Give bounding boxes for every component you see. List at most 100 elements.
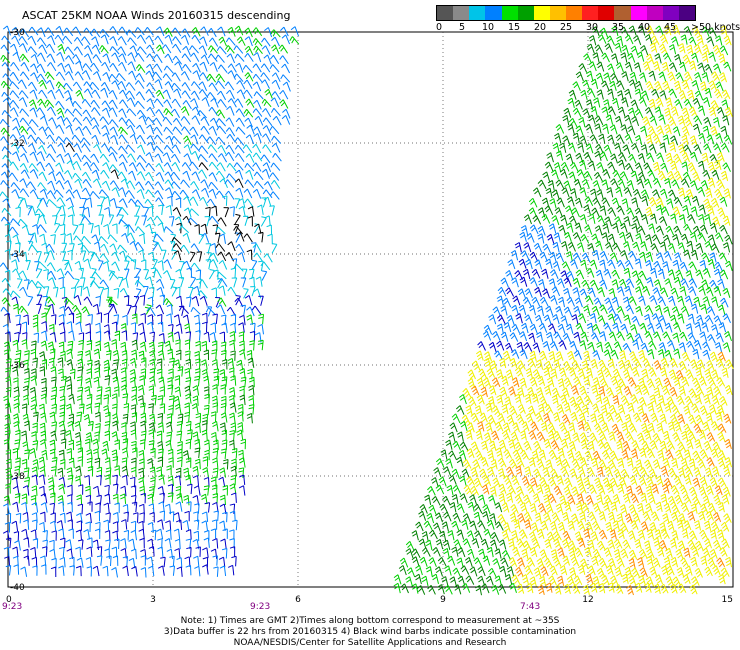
wind-barb bbox=[710, 421, 720, 431]
wind-barb bbox=[634, 162, 643, 173]
wind-barb bbox=[480, 538, 489, 549]
wind-barb bbox=[167, 492, 174, 503]
wind-barb bbox=[645, 206, 654, 217]
wind-barb bbox=[580, 331, 589, 342]
wind-barb bbox=[619, 171, 629, 181]
legend-swatch bbox=[517, 6, 534, 20]
wind-barb bbox=[173, 528, 181, 539]
wind-barb bbox=[591, 403, 600, 414]
wind-barb bbox=[555, 503, 564, 514]
wind-barb bbox=[557, 575, 565, 586]
wind-barb bbox=[180, 179, 190, 188]
wind-barb bbox=[159, 492, 165, 504]
wind-barb bbox=[281, 63, 291, 74]
wind-barb bbox=[477, 421, 485, 432]
wind-barb bbox=[71, 100, 82, 110]
wind-barb bbox=[711, 324, 719, 335]
wind-barb bbox=[607, 106, 616, 116]
wind-barb bbox=[71, 134, 82, 144]
wind-barb bbox=[216, 162, 226, 172]
wind-barb bbox=[82, 109, 92, 119]
wind-barb bbox=[226, 173, 237, 182]
wind-barb bbox=[541, 214, 551, 224]
wind-barb bbox=[225, 117, 235, 127]
wind-barb bbox=[411, 556, 420, 567]
wind-barb bbox=[601, 106, 609, 117]
wind-barb bbox=[512, 546, 521, 557]
legend-tick-label: 30 bbox=[585, 22, 599, 33]
wind-barb bbox=[573, 575, 583, 586]
wind-barb bbox=[234, 98, 244, 108]
wind-barb bbox=[625, 232, 634, 243]
wind-barb bbox=[665, 449, 674, 460]
wind-barb bbox=[668, 88, 678, 99]
wind-barb bbox=[60, 429, 66, 440]
wind-barb bbox=[140, 430, 147, 442]
wind-barb bbox=[559, 168, 568, 179]
wind-barb bbox=[190, 81, 201, 90]
wind-barb bbox=[237, 403, 244, 415]
wind-barb bbox=[553, 556, 562, 567]
wind-barb bbox=[652, 161, 661, 173]
wind-barb bbox=[135, 91, 146, 101]
wind-barb bbox=[720, 142, 730, 153]
wind-barb bbox=[59, 385, 66, 397]
wind-barb bbox=[195, 546, 201, 557]
wind-barb bbox=[201, 429, 208, 441]
wind-barb bbox=[271, 72, 281, 82]
wind-barb bbox=[110, 135, 119, 145]
wind-barb bbox=[699, 449, 709, 459]
wind-barb bbox=[67, 501, 73, 513]
wind-barb bbox=[245, 98, 255, 108]
wind-barb bbox=[661, 385, 670, 396]
wind-barb bbox=[552, 142, 560, 154]
wind-barb bbox=[497, 413, 506, 423]
wind-barb bbox=[66, 467, 73, 478]
wind-barb bbox=[554, 584, 562, 595]
wind-barb bbox=[76, 411, 83, 422]
wind-barb bbox=[111, 80, 120, 90]
wind-barb bbox=[638, 396, 647, 407]
wind-barb bbox=[549, 269, 559, 279]
wind-barb bbox=[609, 477, 618, 488]
wind-barb bbox=[535, 484, 544, 495]
wind-barb bbox=[147, 296, 154, 308]
wind-barb bbox=[40, 430, 47, 442]
wind-barb bbox=[646, 378, 656, 389]
wind-barb bbox=[158, 501, 165, 512]
wind-barb bbox=[145, 276, 154, 287]
wind-barb bbox=[223, 207, 230, 218]
wind-barb bbox=[710, 197, 720, 208]
wind-barb bbox=[706, 134, 715, 145]
wind-barb bbox=[182, 314, 190, 325]
wind-barb bbox=[656, 152, 665, 163]
wind-barb bbox=[682, 144, 692, 154]
wind-barb bbox=[90, 280, 100, 289]
wind-barb bbox=[692, 123, 701, 134]
wind-barb bbox=[531, 296, 541, 307]
wind-barb bbox=[571, 207, 580, 218]
wind-barb bbox=[721, 538, 730, 549]
wind-barb bbox=[30, 396, 38, 407]
wind-barb bbox=[631, 567, 640, 578]
wind-barb bbox=[261, 98, 272, 108]
wind-barb bbox=[57, 142, 66, 153]
wind-barb bbox=[475, 429, 483, 441]
wind-barb bbox=[216, 271, 227, 280]
wind-barb bbox=[146, 106, 156, 117]
wind-barb bbox=[623, 267, 631, 279]
wind-barb bbox=[194, 375, 200, 387]
wind-barb bbox=[610, 375, 619, 386]
wind-barb bbox=[243, 108, 254, 118]
wind-barb bbox=[32, 411, 39, 423]
wind-barb bbox=[547, 493, 557, 504]
wind-barb bbox=[79, 277, 86, 288]
wind-barb bbox=[648, 223, 656, 234]
wind-barb bbox=[568, 367, 577, 377]
wind-barb bbox=[671, 405, 681, 415]
legend-tick-label: 25 bbox=[559, 22, 573, 33]
wind-barb bbox=[667, 520, 675, 531]
wind-barb bbox=[622, 342, 632, 353]
wind-barb bbox=[152, 258, 158, 270]
wind-barb bbox=[215, 243, 226, 252]
